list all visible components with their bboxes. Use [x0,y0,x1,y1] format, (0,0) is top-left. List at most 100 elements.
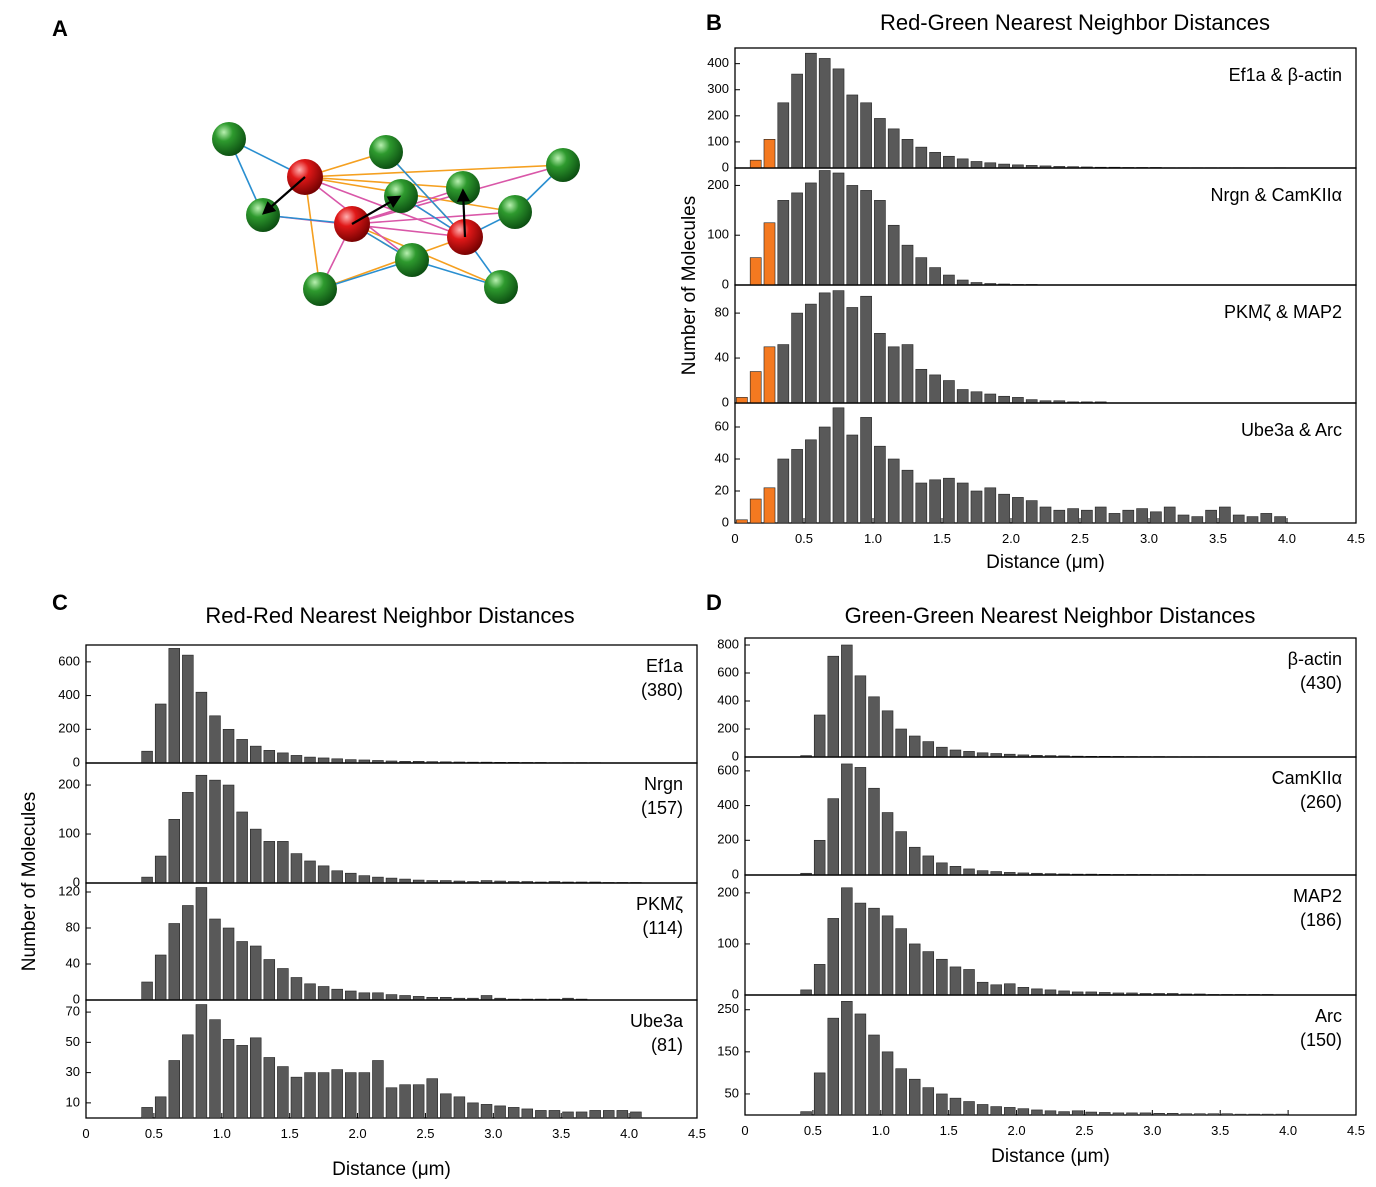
x-tick-label: 3.0 [484,1126,502,1141]
bar [1025,500,1038,524]
bar [1262,1113,1274,1116]
y-tick-label: 200 [58,776,80,791]
bar [887,458,900,524]
bar [1031,1109,1043,1116]
bar [141,981,153,1001]
bar [895,1068,907,1116]
bar [943,477,955,524]
bar [222,927,235,1001]
subplot-label: Nrgn [644,774,683,794]
bar [1004,983,1016,996]
bar [385,1087,398,1119]
bar [168,923,180,1001]
bar [535,1110,547,1119]
bar [922,741,935,758]
bar [854,1013,867,1116]
subplot-label: PKMζ [636,894,683,914]
bar [846,434,859,524]
bar [249,745,262,764]
bar [763,222,776,286]
bar [358,992,371,1001]
bar [976,1104,989,1116]
y-tick-label: 40 [66,955,80,970]
bar [1246,516,1259,524]
bar [777,458,790,524]
bar [290,755,303,764]
bar [841,887,853,996]
x-tick-label: 4.0 [620,1126,638,1141]
bar [1219,506,1231,524]
bar [222,784,235,884]
bar [936,958,948,996]
subplot-count: (186) [1300,910,1342,930]
y-tick-label: 200 [707,107,729,122]
bar [1044,989,1057,996]
panel-label: C [52,590,68,615]
bar [881,1051,894,1116]
bar [1108,513,1121,524]
bar [1017,1108,1030,1116]
bar [1139,1112,1152,1116]
bar [331,870,343,884]
y-tick-label: 0 [732,748,739,763]
bar [832,290,845,404]
y-tick-label: 40 [715,450,729,465]
bar [277,841,289,884]
bar [813,964,826,996]
bar [949,866,962,876]
bar [874,118,886,169]
x-tick-label: 3.0 [1140,531,1158,546]
bar [209,918,221,1001]
bar [901,469,914,524]
bar [990,984,1002,996]
bar [868,787,880,876]
bar [1067,508,1079,524]
chart-title: Red-Red Nearest Neighbor Distances [205,603,574,628]
bar [290,977,303,1001]
bar [956,482,969,524]
bar [800,989,812,996]
subplot-count: (114) [642,918,683,938]
bar [630,1111,642,1119]
subplot-count: (380) [641,680,683,700]
bar [1180,1113,1193,1116]
bar [963,1101,975,1116]
bar [277,968,289,1001]
bar [372,876,384,884]
bar [791,73,803,169]
bar [249,945,262,1001]
bar [777,200,790,286]
bar [1081,509,1093,524]
x-tick-label: 0.5 [145,1126,163,1141]
molecule-diagram [212,122,580,306]
bar [304,983,316,1001]
bar [868,907,880,996]
bar [290,853,303,884]
bar [949,1097,962,1116]
bar [791,449,803,524]
bar [154,954,167,1001]
y-tick-label: 40 [715,349,729,364]
y-tick-label: 600 [717,664,739,679]
bar [331,988,343,1001]
bar [589,1110,601,1119]
bar [222,1039,235,1119]
y-tick-label: 400 [707,55,729,70]
bar [575,1111,588,1119]
x-tick-label: 0.5 [795,531,813,546]
bar [922,855,935,876]
bar [372,1060,384,1119]
subplot-count: (157) [641,798,683,818]
x-tick-label: 3.5 [552,1126,570,1141]
bar [141,876,153,884]
y-tick-label: 200 [717,832,739,847]
x-tick-label: 2.5 [1075,1123,1093,1138]
bar [901,344,914,404]
bar [467,1102,479,1119]
bar [929,267,941,286]
bar [1205,509,1217,524]
bar [936,862,948,876]
bar [846,185,859,286]
bar [915,257,928,286]
